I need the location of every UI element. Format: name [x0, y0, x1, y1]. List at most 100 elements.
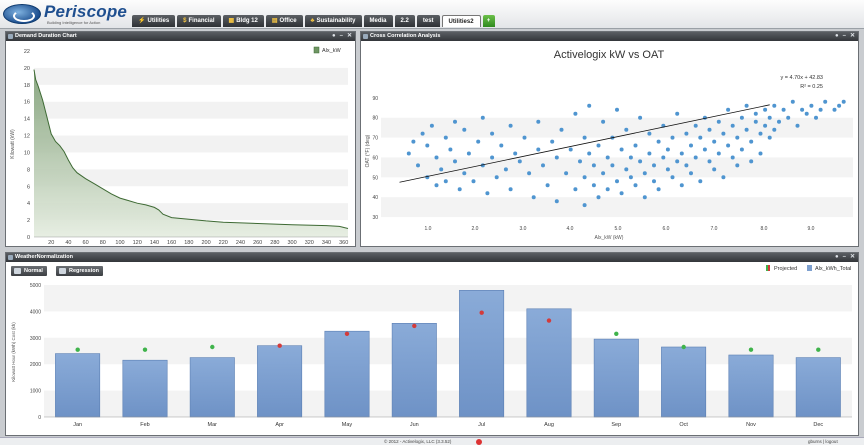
scatter-point [480, 115, 485, 120]
scatter-point [624, 167, 629, 172]
pin-icon[interactable]: ● [835, 254, 839, 260]
y-tick-label: 0 [27, 235, 30, 241]
scatter-point [527, 171, 532, 176]
tab-financial[interactable]: $ Financial [177, 15, 221, 27]
x-tick-label: 1.0 [425, 226, 432, 232]
x-tick-label: Aug [544, 422, 554, 428]
scatter-point [642, 195, 647, 200]
scatter-point [809, 103, 814, 108]
bar-dec [795, 357, 841, 418]
scatter-point [601, 171, 606, 176]
scatter-point [605, 155, 610, 160]
y-tick-label: 60 [372, 155, 378, 161]
scatter-point [763, 107, 768, 112]
tab-bldg-12[interactable]: ▦ Bldg 12 [222, 15, 264, 27]
projected-marker [210, 344, 215, 350]
scatter-point [582, 135, 587, 140]
x-tick-label: 360 [339, 240, 348, 246]
regression-button[interactable]: Regression [56, 266, 103, 276]
scatter-point [790, 99, 795, 104]
scatter-point [712, 139, 717, 144]
legend-label: Projected [774, 266, 797, 272]
projected-marker [479, 310, 484, 315]
scatter-point [462, 127, 467, 132]
close-icon[interactable]: ✕ [849, 254, 855, 260]
scatter-point [652, 179, 656, 184]
y-tick-label: 14 [24, 117, 30, 123]
x-tick-label: Mar [208, 422, 218, 428]
building-icon: ▦ [228, 18, 235, 24]
tab-sustainability[interactable]: ♣ Sustainability [304, 15, 362, 27]
panel-title-bar[interactable]: WeatherNormalization ● – ✕ [6, 253, 858, 262]
copyright: © 2012 - Activelogix, LLC (3.3.52) [384, 439, 452, 444]
user-logout-link[interactable]: gburns | logout [808, 439, 838, 444]
scatter-point [615, 179, 619, 184]
tab-label: Office [279, 18, 297, 24]
periscope-logo[interactable]: Periscope Building Intelligence for Acti… [3, 2, 127, 26]
scatter-point [841, 99, 846, 104]
tab-utilities2[interactable]: Utilities2 [441, 15, 481, 27]
scatter-point [564, 171, 569, 176]
tab-test[interactable]: test [416, 15, 440, 27]
scatter-point [578, 159, 582, 164]
y-tick-label: 3000 [30, 336, 41, 342]
y-tick-label: 90 [372, 96, 378, 102]
scatter-point [753, 111, 758, 116]
scatter-point [744, 103, 749, 108]
legend-swatch [313, 46, 320, 54]
scatter-point [721, 131, 726, 136]
y-axis-label: Kilowatt (kW) [10, 129, 16, 159]
scatter-point [443, 135, 448, 140]
scatter-point [702, 147, 707, 152]
scatter-point [661, 155, 666, 160]
scatter-point [679, 151, 684, 156]
y-tick-label: 80 [372, 116, 378, 122]
panel-title-bar[interactable]: Cross Correlation Analysis ● – ✕ [361, 32, 858, 41]
minimize-icon[interactable]: – [339, 33, 343, 39]
scatter-point [513, 151, 518, 156]
weather-normalization-chart: 0 1000 2000 3000 4000 5000 Kilowatt Hour (kWh)… [11, 265, 852, 428]
panel-title-bar[interactable]: Demand Duration Chart ● – ✕ [6, 32, 355, 41]
grid-band [34, 101, 348, 119]
minimize-icon[interactable]: – [842, 254, 846, 260]
tab-utilities[interactable]: ⚡ Utilities [132, 15, 176, 27]
x-tick-label: Nov [746, 422, 756, 428]
pin-icon[interactable]: ● [835, 33, 839, 39]
bar-jun [391, 322, 437, 418]
scatter-point [591, 183, 596, 188]
minimize-icon[interactable]: – [842, 33, 846, 39]
tab-media[interactable]: Media [363, 15, 393, 27]
panel-icon [8, 255, 13, 260]
y-tick-label: 50 [372, 175, 378, 181]
scatter-point [684, 131, 689, 136]
x-tick-label: 320 [305, 240, 314, 246]
legend-label: Alx_kWh_Total [815, 266, 851, 272]
x-tick-label: 8.0 [761, 226, 768, 232]
x-tick-label: 180 [184, 240, 193, 246]
x-tick-label: Apr [275, 422, 284, 428]
r-squared-label: R² = 0.25 [800, 84, 823, 90]
pin-icon[interactable]: ● [332, 33, 336, 39]
grid-band [381, 197, 853, 218]
y-tick-label: 40 [372, 195, 378, 201]
projected-marker [277, 343, 282, 348]
scatter-point [763, 123, 768, 128]
scatter-point [804, 111, 809, 116]
scatter-point [573, 187, 578, 192]
cross-correlation-panel: Cross Correlation Analysis ● – ✕ Activelog… [360, 31, 859, 247]
add-tab-button[interactable]: + [482, 15, 495, 27]
tab-office[interactable]: ▤ Office [265, 15, 303, 27]
scatter-point [758, 151, 763, 156]
x-tick-label: Sep [611, 422, 621, 428]
scatter-point [582, 175, 587, 180]
tab-2-2[interactable]: 2.2 [394, 15, 415, 27]
close-icon[interactable]: ✕ [849, 33, 855, 39]
x-tick-label: Jun [410, 422, 419, 428]
legend-swatch [807, 265, 812, 271]
panel-title: WeatherNormalization [15, 254, 73, 260]
x-axis-label: Alx_kW (kW) [595, 235, 624, 241]
normal-button[interactable]: Normal [11, 266, 47, 276]
x-tick-label: 3.0 [520, 226, 527, 232]
scatter-point [568, 147, 573, 152]
close-icon[interactable]: ✕ [346, 33, 352, 39]
